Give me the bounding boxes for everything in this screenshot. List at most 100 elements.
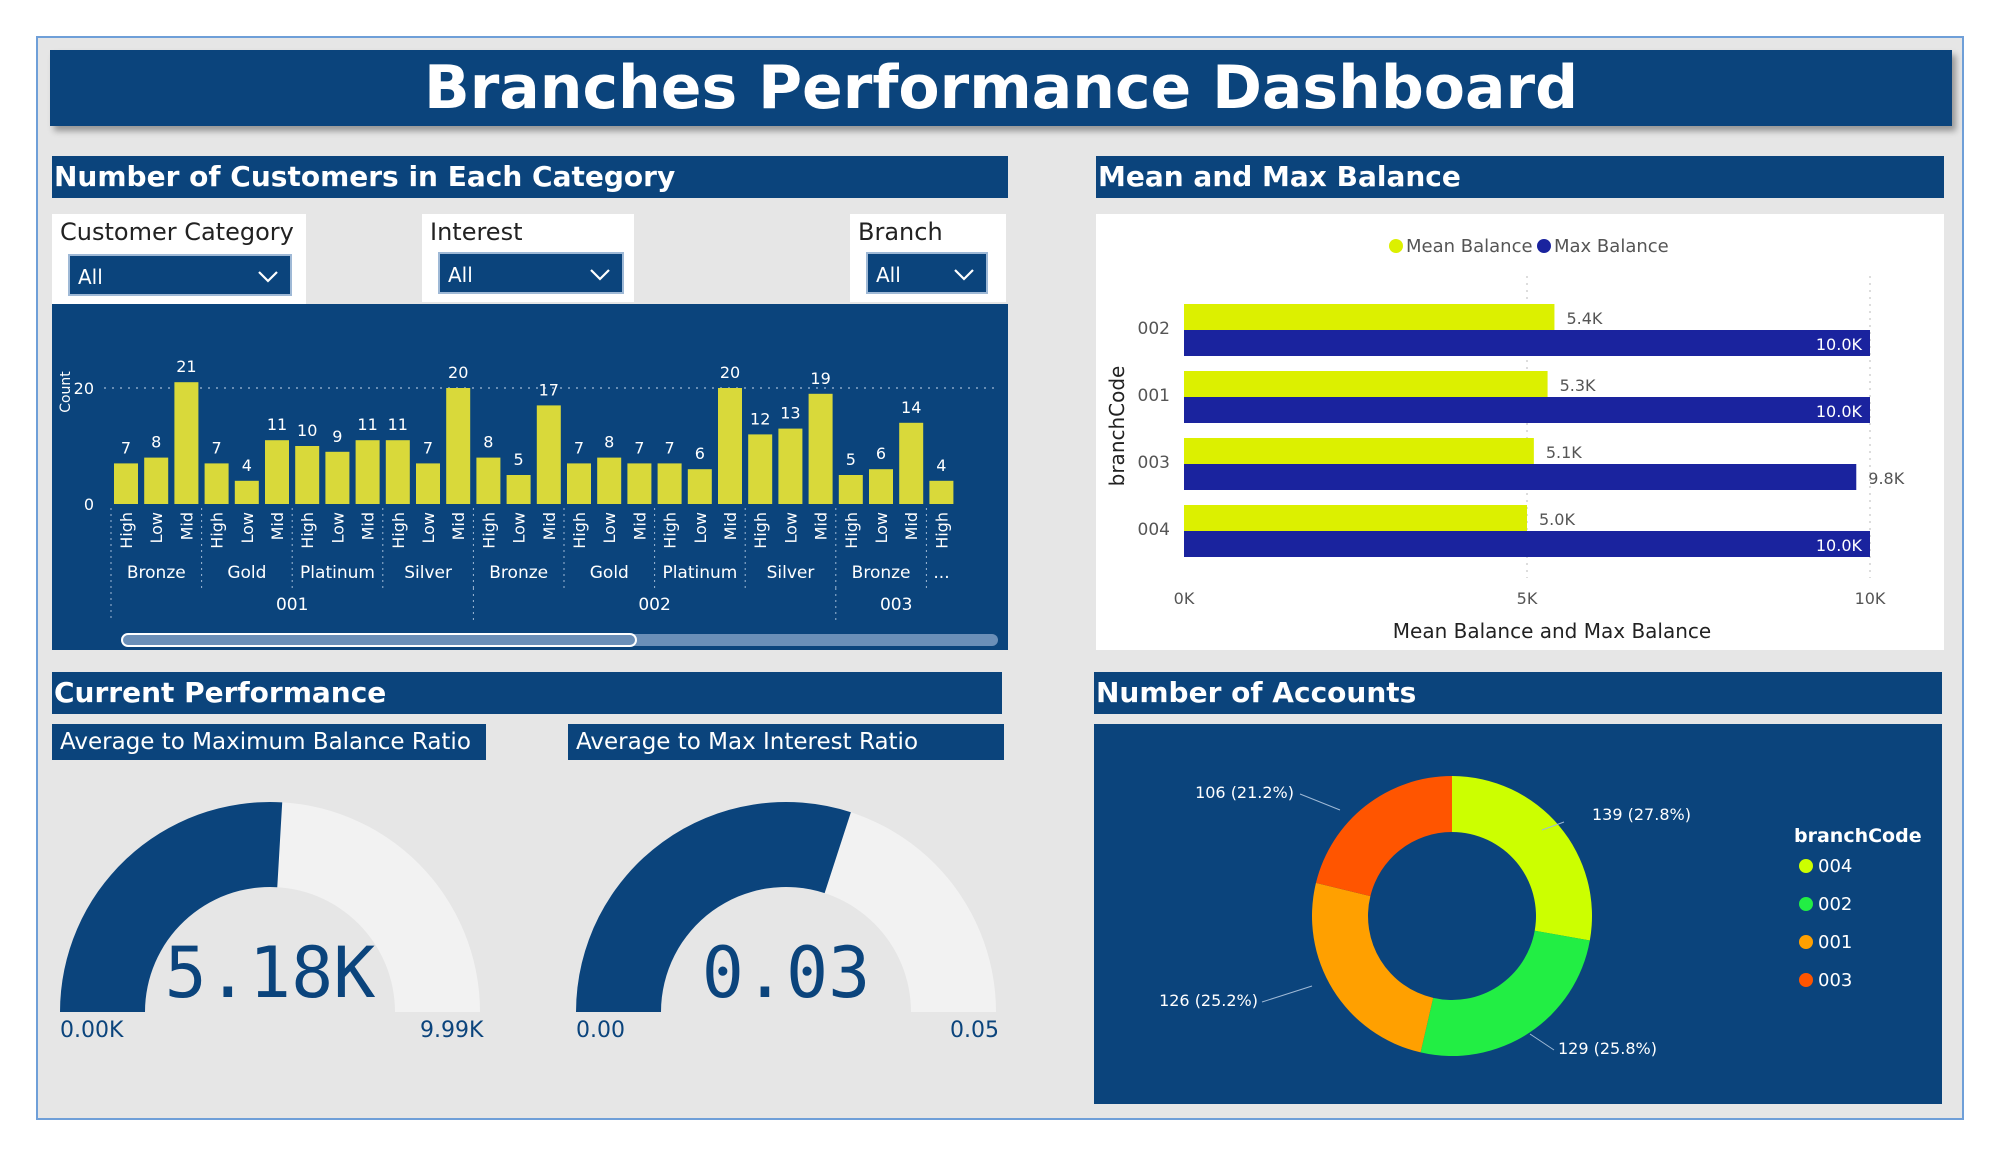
max-balance-bar[interactable]: [1184, 397, 1870, 423]
bar[interactable]: [899, 422, 924, 504]
chevron-down-icon: [258, 271, 278, 283]
donut-slice-002[interactable]: [1420, 930, 1590, 1056]
gauge1-title: Average to Maximum Balance Ratio: [52, 724, 486, 760]
bar[interactable]: [416, 463, 440, 504]
legend-label[interactable]: 002: [1818, 894, 1852, 915]
horizontal-scrollbar-thumb[interactable]: [121, 633, 637, 647]
bar-data-label: 9: [332, 427, 342, 446]
gauge1-max: 9.99K: [420, 1018, 484, 1043]
bar[interactable]: [536, 405, 561, 504]
mean-balance-label: 5.1K: [1546, 443, 1582, 462]
bar[interactable]: [476, 457, 501, 504]
legend-label[interactable]: 004: [1818, 856, 1852, 877]
bar[interactable]: [144, 457, 169, 504]
legend-marker: [1799, 973, 1813, 987]
customer-category-slicer: Customer Category All: [52, 214, 306, 304]
customer-category-dropdown[interactable]: All: [68, 254, 292, 296]
bar-data-label: 10: [297, 421, 317, 440]
bar[interactable]: [838, 475, 863, 504]
y-tick-label: 002: [1138, 319, 1170, 339]
legend-label[interactable]: 003: [1818, 970, 1852, 991]
bar[interactable]: [385, 440, 410, 504]
interest-dropdown[interactable]: All: [438, 252, 624, 294]
bar[interactable]: [778, 428, 803, 504]
bar-data-label: 13: [780, 404, 800, 423]
bar[interactable]: [325, 451, 350, 504]
donut-slice-004[interactable]: [1452, 776, 1592, 941]
x-tick-label: Low: [781, 512, 800, 544]
bar[interactable]: [627, 463, 652, 504]
bar[interactable]: [929, 480, 954, 504]
horizontal-scrollbar-track[interactable]: [122, 634, 998, 646]
group-label: Gold: [227, 563, 266, 583]
bar[interactable]: [446, 388, 471, 504]
bar[interactable]: [869, 469, 893, 504]
branch-dropdown[interactable]: All: [866, 252, 988, 294]
x-tick-label: Low: [328, 512, 347, 544]
donut-slice-001[interactable]: [1312, 882, 1434, 1053]
bar[interactable]: [114, 463, 138, 504]
max-balance-label: 10.0K: [1816, 402, 1863, 421]
bar[interactable]: [174, 382, 199, 504]
x-tick-label: Mid: [812, 512, 831, 540]
bar[interactable]: [687, 469, 712, 504]
x-tick-label: High: [932, 512, 951, 549]
group-label: Bronze: [852, 563, 911, 583]
bar-data-label: 11: [357, 415, 377, 434]
bar[interactable]: [748, 434, 773, 504]
y-tick-label: 0: [84, 495, 94, 514]
balance-chart-panel: Mean Balance Max Balance 0K 5K 10K Mean Balan…: [1096, 214, 1944, 650]
mean-balance-bar[interactable]: [1184, 371, 1548, 397]
slice-data-label: 129 (25.8%): [1558, 1039, 1657, 1058]
max-balance-label: 10.0K: [1816, 536, 1863, 555]
donut-slice-003[interactable]: [1315, 776, 1452, 897]
x-tick-label: Mid: [449, 512, 468, 540]
legend-marker: [1799, 859, 1813, 873]
max-balance-label: 9.8K: [1868, 469, 1904, 488]
chevron-down-icon: [590, 269, 610, 281]
mean-balance-bar[interactable]: [1184, 505, 1527, 531]
gauge2-min: 0.00: [576, 1018, 625, 1043]
bar-data-label: 5: [514, 450, 524, 469]
y-axis-label: Count: [58, 371, 74, 413]
bar[interactable]: [234, 480, 259, 504]
bar-data-label: 19: [810, 369, 830, 388]
bar-data-label: 21: [176, 357, 196, 376]
legend-marker: [1537, 239, 1551, 253]
gauge2-fill: [576, 802, 851, 1012]
mean-balance-label: 5.4K: [1566, 309, 1602, 328]
y-axis-label: branchCode: [1105, 366, 1129, 487]
bar[interactable]: [295, 446, 320, 504]
bar[interactable]: [597, 457, 622, 504]
group-label: Bronze: [127, 563, 186, 583]
bar[interactable]: [506, 475, 531, 504]
leader-line: [1529, 1033, 1555, 1051]
bar-data-label: 11: [267, 415, 287, 434]
gauge2-max: 0.05: [950, 1018, 999, 1043]
slice-data-label: 106 (21.2%): [1195, 783, 1294, 802]
mean-balance-bar[interactable]: [1184, 304, 1555, 330]
legend-label: Mean Balance: [1406, 236, 1533, 257]
bar[interactable]: [808, 393, 833, 504]
legend-label[interactable]: 001: [1818, 932, 1852, 953]
accounts-chart-panel: 139 (27.8%) 004 129 (25.8%) 002 126 (25.2%) 0…: [1094, 724, 1942, 1104]
bar[interactable]: [265, 440, 289, 504]
bar[interactable]: [204, 463, 229, 504]
max-balance-bar[interactable]: [1184, 464, 1857, 490]
bar-data-label: 7: [634, 438, 644, 457]
x-tick-label: High: [389, 512, 408, 549]
x-tick-label: High: [479, 512, 498, 549]
bar[interactable]: [355, 440, 380, 504]
chevron-down-icon: [954, 269, 974, 281]
bar[interactable]: [718, 388, 742, 504]
customers-chart-panel: Count 0 20 7 High 8 Low 21 Mid 7 High 4 Low 11 Mid 10 Hi…: [52, 304, 1008, 650]
bar-data-label: 7: [574, 438, 584, 457]
mean-balance-bar[interactable]: [1184, 438, 1534, 464]
max-balance-bar[interactable]: [1184, 330, 1870, 356]
bar[interactable]: [567, 463, 591, 504]
accounts-donut-chart: 139 (27.8%) 004 129 (25.8%) 002 126 (25.2%) 0…: [1159, 776, 1922, 1058]
group-label: ...: [933, 563, 949, 583]
max-balance-bar[interactable]: [1184, 531, 1870, 557]
bar[interactable]: [657, 463, 682, 504]
